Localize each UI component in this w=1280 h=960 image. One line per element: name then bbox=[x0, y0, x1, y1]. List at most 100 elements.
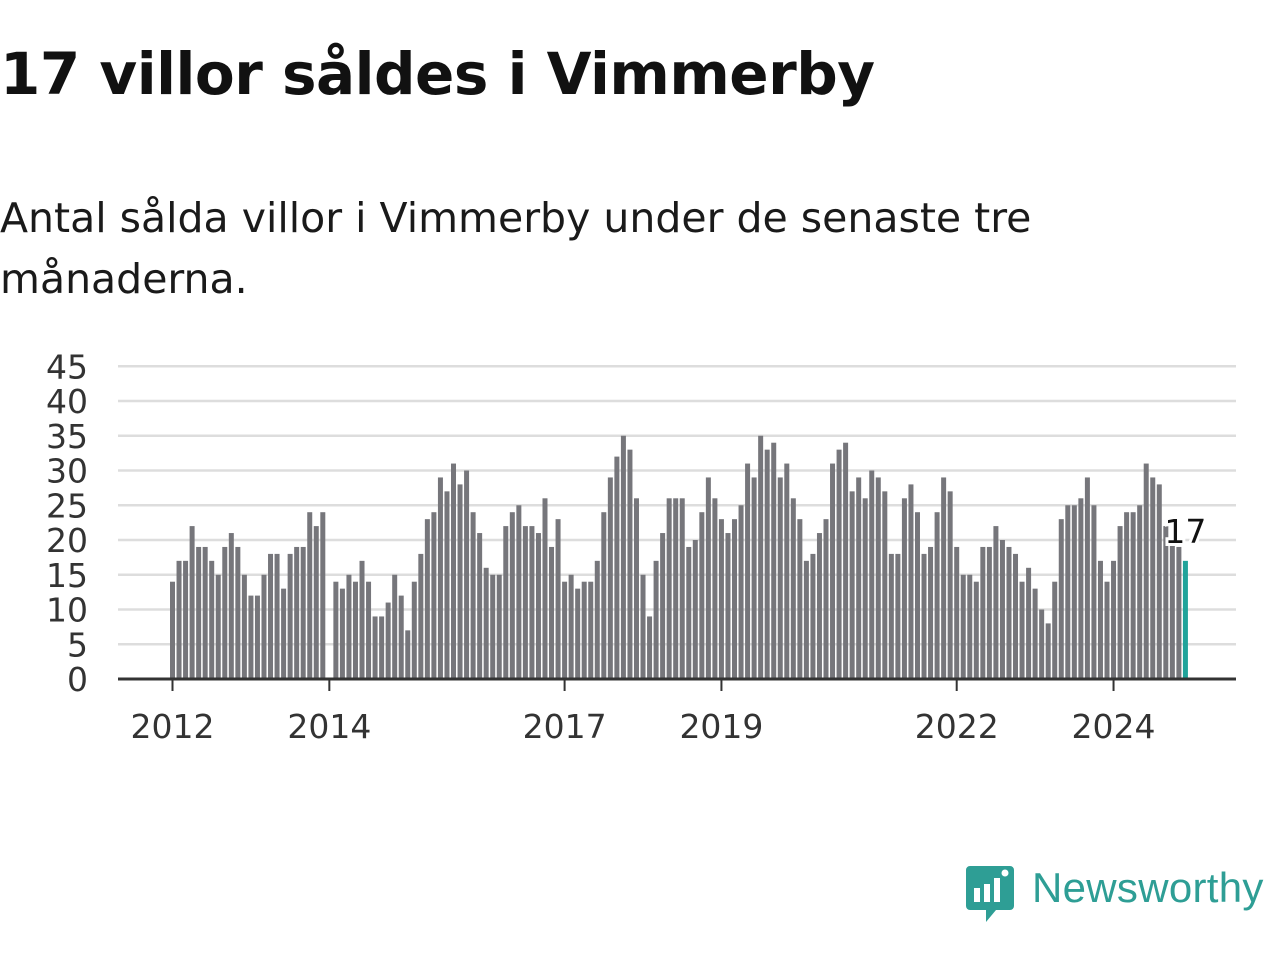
bar bbox=[274, 553, 280, 679]
bar bbox=[562, 581, 568, 679]
bar bbox=[679, 498, 685, 679]
bar bbox=[1084, 477, 1090, 679]
bar bbox=[431, 512, 437, 679]
bar bbox=[810, 553, 816, 679]
bar bbox=[666, 498, 672, 679]
bar bbox=[908, 484, 914, 679]
bar bbox=[451, 463, 457, 679]
bar bbox=[333, 581, 339, 679]
bar bbox=[967, 574, 973, 679]
bar bbox=[575, 588, 581, 679]
bar bbox=[437, 477, 443, 679]
bar bbox=[1104, 581, 1110, 679]
bar bbox=[222, 546, 228, 679]
bar bbox=[477, 533, 483, 679]
bar bbox=[725, 533, 731, 679]
bar bbox=[941, 477, 947, 679]
bar bbox=[888, 553, 894, 679]
bar bbox=[836, 449, 842, 679]
chart-subtitle: Antal sålda villor i Vimmerby under de s… bbox=[0, 194, 1032, 303]
bar bbox=[1169, 540, 1175, 679]
bar bbox=[496, 574, 502, 679]
bar bbox=[627, 449, 633, 679]
bar bbox=[1026, 567, 1032, 679]
bar bbox=[875, 477, 881, 679]
bar bbox=[633, 498, 639, 679]
bar bbox=[320, 512, 326, 679]
bar bbox=[202, 546, 208, 679]
bar bbox=[549, 546, 555, 679]
bar bbox=[555, 519, 561, 679]
y-tick-label: 40 bbox=[46, 382, 88, 421]
bar bbox=[418, 553, 424, 679]
bar bbox=[1150, 477, 1156, 679]
y-tick-label: 0 bbox=[67, 660, 88, 699]
bar bbox=[921, 553, 927, 679]
bar bbox=[1006, 546, 1012, 679]
bar bbox=[699, 512, 705, 679]
bar bbox=[1071, 505, 1077, 679]
bars bbox=[170, 435, 1188, 679]
bar bbox=[1078, 498, 1084, 679]
bar bbox=[490, 574, 496, 679]
y-tick-label: 20 bbox=[46, 521, 88, 560]
bar bbox=[895, 553, 901, 679]
bar bbox=[1163, 526, 1169, 679]
bar bbox=[790, 498, 796, 679]
bar bbox=[1052, 581, 1058, 679]
bar bbox=[607, 477, 613, 679]
bar bbox=[732, 519, 738, 679]
bar bbox=[313, 526, 319, 679]
bar bbox=[738, 505, 744, 679]
bar bbox=[614, 456, 620, 679]
page-title: 17 villor såldes i Vimmerby bbox=[0, 40, 875, 108]
bar bbox=[954, 546, 960, 679]
bar bbox=[764, 449, 770, 679]
bar bbox=[869, 470, 875, 679]
bar bbox=[803, 560, 809, 679]
bar bbox=[843, 442, 849, 679]
bar bbox=[999, 540, 1005, 679]
bar bbox=[1097, 560, 1103, 679]
bar bbox=[692, 540, 698, 679]
bar bbox=[856, 477, 862, 679]
bar bbox=[1176, 546, 1182, 679]
bar bbox=[771, 442, 777, 679]
highlight-value-label: 17 bbox=[1164, 512, 1206, 551]
bar bbox=[248, 595, 254, 679]
bar bbox=[862, 498, 868, 679]
bar bbox=[228, 533, 234, 679]
bar bbox=[268, 553, 274, 679]
bar bbox=[503, 526, 509, 679]
bar bbox=[398, 595, 404, 679]
bar bbox=[620, 435, 626, 679]
bar bbox=[647, 616, 653, 679]
bar bbox=[1156, 484, 1162, 679]
bar bbox=[183, 560, 189, 679]
bar bbox=[457, 484, 463, 679]
bar bbox=[209, 560, 215, 679]
bar bbox=[1019, 581, 1025, 679]
bar bbox=[346, 574, 352, 679]
bar bbox=[405, 630, 411, 679]
bar bbox=[1058, 519, 1064, 679]
bar bbox=[588, 581, 594, 679]
bar bbox=[189, 526, 195, 679]
bar bbox=[1117, 526, 1123, 679]
bar bbox=[1091, 505, 1097, 679]
bar bbox=[1045, 623, 1051, 679]
bar bbox=[535, 533, 541, 679]
bar bbox=[653, 560, 659, 679]
bar bbox=[307, 512, 313, 679]
y-tick-label: 15 bbox=[46, 556, 88, 595]
bar bbox=[215, 574, 221, 679]
x-tick-label: 2019 bbox=[679, 707, 763, 746]
bar bbox=[1111, 560, 1117, 679]
bar bbox=[516, 505, 522, 679]
bar bbox=[300, 546, 306, 679]
bar bbox=[914, 512, 920, 679]
y-tick-label: 35 bbox=[46, 417, 88, 456]
bar bbox=[444, 491, 450, 679]
